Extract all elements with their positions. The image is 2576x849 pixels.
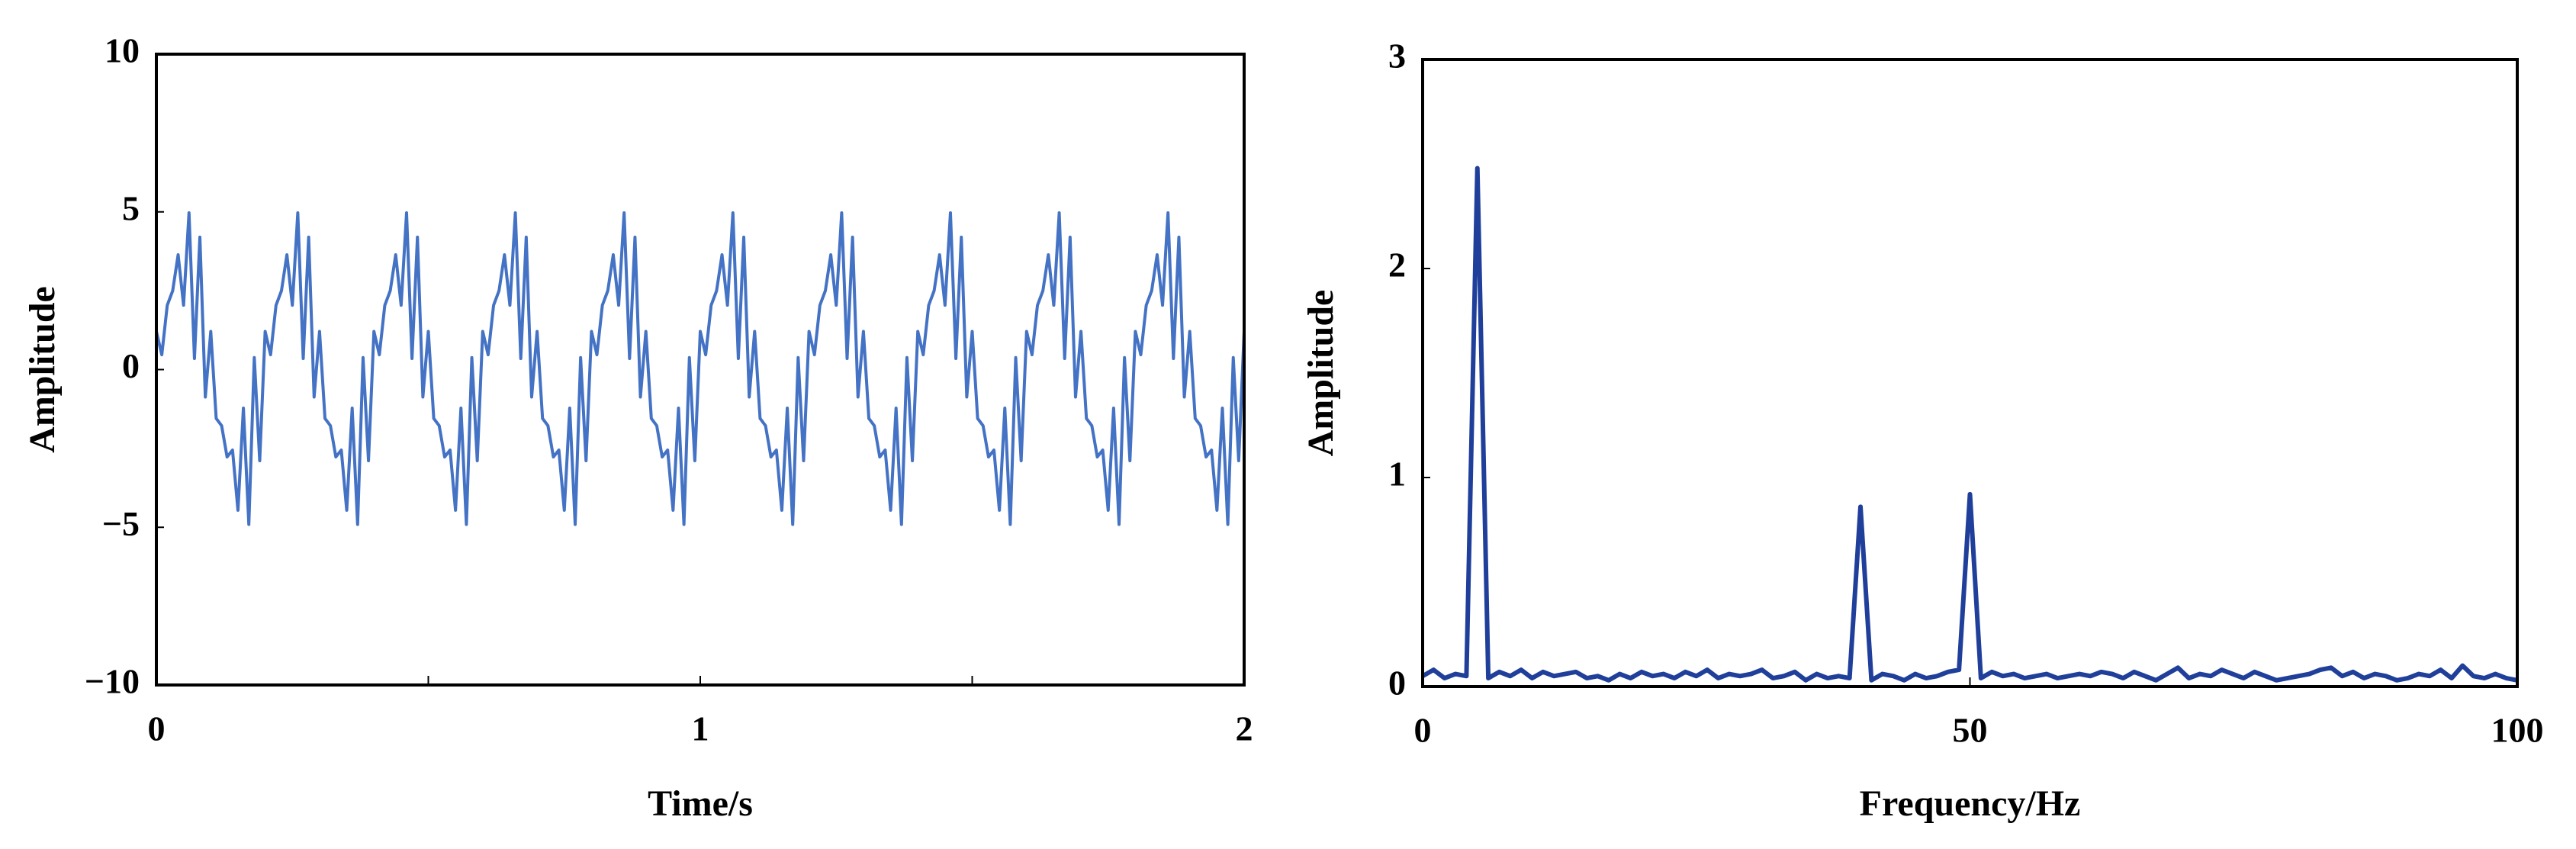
plot-frame bbox=[1421, 58, 2519, 688]
signal-line bbox=[155, 211, 1246, 526]
y-tick-label: 2 bbox=[1388, 246, 1406, 285]
y-tick-label: 1 bbox=[1388, 455, 1406, 494]
y-tick-label: −5 bbox=[102, 504, 140, 543]
y-tick-label: 0 bbox=[122, 346, 140, 385]
x-axis-title: Frequency/Hz bbox=[1860, 783, 2081, 824]
y-tick-label: 0 bbox=[1388, 664, 1406, 703]
y-tick-label: 10 bbox=[105, 31, 140, 70]
y-tick-label: 3 bbox=[1388, 37, 1406, 76]
signal-line bbox=[1421, 166, 2518, 683]
y-tick-label: 5 bbox=[122, 188, 140, 227]
x-tick-label: 0 bbox=[1414, 711, 1432, 750]
plot-frame bbox=[155, 53, 1246, 687]
x-axis-title: Time/s bbox=[648, 783, 753, 824]
x-tick-label: 100 bbox=[2491, 711, 2544, 750]
x-tick-label: 50 bbox=[1953, 711, 1988, 750]
y-axis-title: Amplitude bbox=[1301, 290, 1341, 457]
y-axis-title: Amplitude bbox=[22, 286, 63, 453]
x-tick-label: 1 bbox=[692, 709, 709, 748]
y-tick-label: −10 bbox=[85, 662, 140, 701]
x-tick-label: 0 bbox=[148, 709, 166, 748]
x-tick-label: 2 bbox=[1236, 709, 1253, 748]
